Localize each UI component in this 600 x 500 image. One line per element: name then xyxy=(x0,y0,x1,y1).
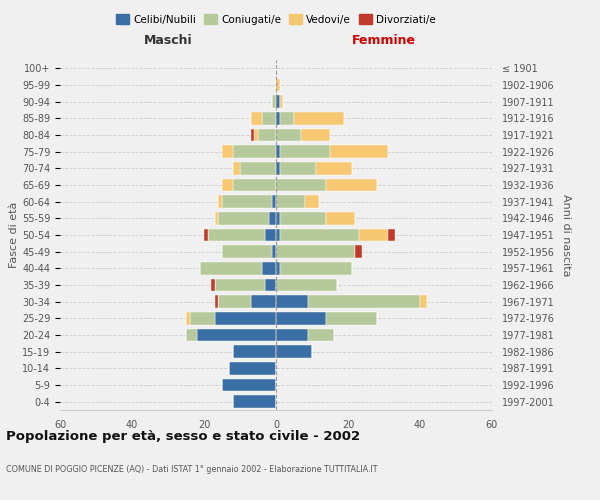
Bar xyxy=(222,379,276,391)
Bar xyxy=(272,96,276,108)
Bar xyxy=(276,112,280,124)
Bar xyxy=(233,146,276,158)
Bar xyxy=(355,246,362,258)
Bar xyxy=(265,229,276,241)
Bar xyxy=(276,329,308,341)
Bar xyxy=(294,112,344,124)
Bar xyxy=(186,312,190,324)
Bar xyxy=(218,296,251,308)
Bar xyxy=(326,179,377,192)
Bar xyxy=(276,312,326,324)
Bar xyxy=(215,296,218,308)
Bar xyxy=(276,146,280,158)
Text: COMUNE DI POGGIO PICENZE (AQ) - Dati ISTAT 1° gennaio 2002 - Elaborazione TUTTIT: COMUNE DI POGGIO PICENZE (AQ) - Dati IST… xyxy=(6,465,377,474)
Bar xyxy=(316,162,352,174)
Bar xyxy=(200,262,262,274)
Bar xyxy=(276,79,280,92)
Text: Popolazione per età, sesso e stato civile - 2002: Popolazione per età, sesso e stato civil… xyxy=(6,430,360,443)
Bar xyxy=(222,196,272,208)
Bar xyxy=(276,96,280,108)
Bar xyxy=(218,212,269,224)
Bar xyxy=(254,129,258,141)
Bar xyxy=(276,179,326,192)
Bar xyxy=(204,229,208,241)
Bar xyxy=(326,212,355,224)
Bar xyxy=(420,296,427,308)
Bar xyxy=(262,112,276,124)
Bar xyxy=(276,279,337,291)
Bar xyxy=(251,296,276,308)
Legend: Celibi/Nubili, Coniugati/e, Vedovi/e, Divorziati/e: Celibi/Nubili, Coniugati/e, Vedovi/e, Di… xyxy=(112,10,440,29)
Bar xyxy=(251,129,254,141)
Bar xyxy=(359,229,388,241)
Text: Maschi: Maschi xyxy=(143,34,193,46)
Bar xyxy=(208,229,265,241)
Bar xyxy=(326,312,377,324)
Bar xyxy=(186,329,197,341)
Bar xyxy=(215,212,218,224)
Bar xyxy=(265,279,276,291)
Bar xyxy=(233,346,276,358)
Bar xyxy=(305,196,319,208)
Y-axis label: Anni di nascita: Anni di nascita xyxy=(561,194,571,276)
Bar xyxy=(280,96,283,108)
Bar xyxy=(218,196,222,208)
Bar xyxy=(280,229,359,241)
Bar xyxy=(258,129,276,141)
Bar xyxy=(272,246,276,258)
Y-axis label: Fasce di età: Fasce di età xyxy=(9,202,19,268)
Bar xyxy=(276,246,355,258)
Bar xyxy=(276,196,305,208)
Bar xyxy=(197,329,276,341)
Bar xyxy=(330,146,388,158)
Bar xyxy=(251,112,262,124)
Bar xyxy=(276,212,280,224)
Bar xyxy=(276,346,312,358)
Bar xyxy=(280,262,352,274)
Bar xyxy=(233,179,276,192)
Bar xyxy=(388,229,395,241)
Bar xyxy=(262,262,276,274)
Bar xyxy=(222,246,272,258)
Bar xyxy=(233,396,276,408)
Bar xyxy=(269,212,276,224)
Bar xyxy=(233,162,240,174)
Bar xyxy=(222,179,233,192)
Bar xyxy=(222,146,233,158)
Bar xyxy=(280,146,330,158)
Bar xyxy=(308,329,334,341)
Text: Femmine: Femmine xyxy=(352,34,416,46)
Bar xyxy=(276,129,301,141)
Bar xyxy=(280,212,326,224)
Bar xyxy=(280,112,294,124)
Bar xyxy=(229,362,276,374)
Bar xyxy=(276,296,308,308)
Bar xyxy=(240,162,276,174)
Bar xyxy=(215,312,276,324)
Bar xyxy=(276,229,280,241)
Bar xyxy=(301,129,330,141)
Bar xyxy=(215,279,265,291)
Bar xyxy=(276,262,280,274)
Bar xyxy=(280,162,316,174)
Bar xyxy=(272,196,276,208)
Bar xyxy=(190,312,215,324)
Bar xyxy=(276,162,280,174)
Bar xyxy=(211,279,215,291)
Bar xyxy=(308,296,420,308)
